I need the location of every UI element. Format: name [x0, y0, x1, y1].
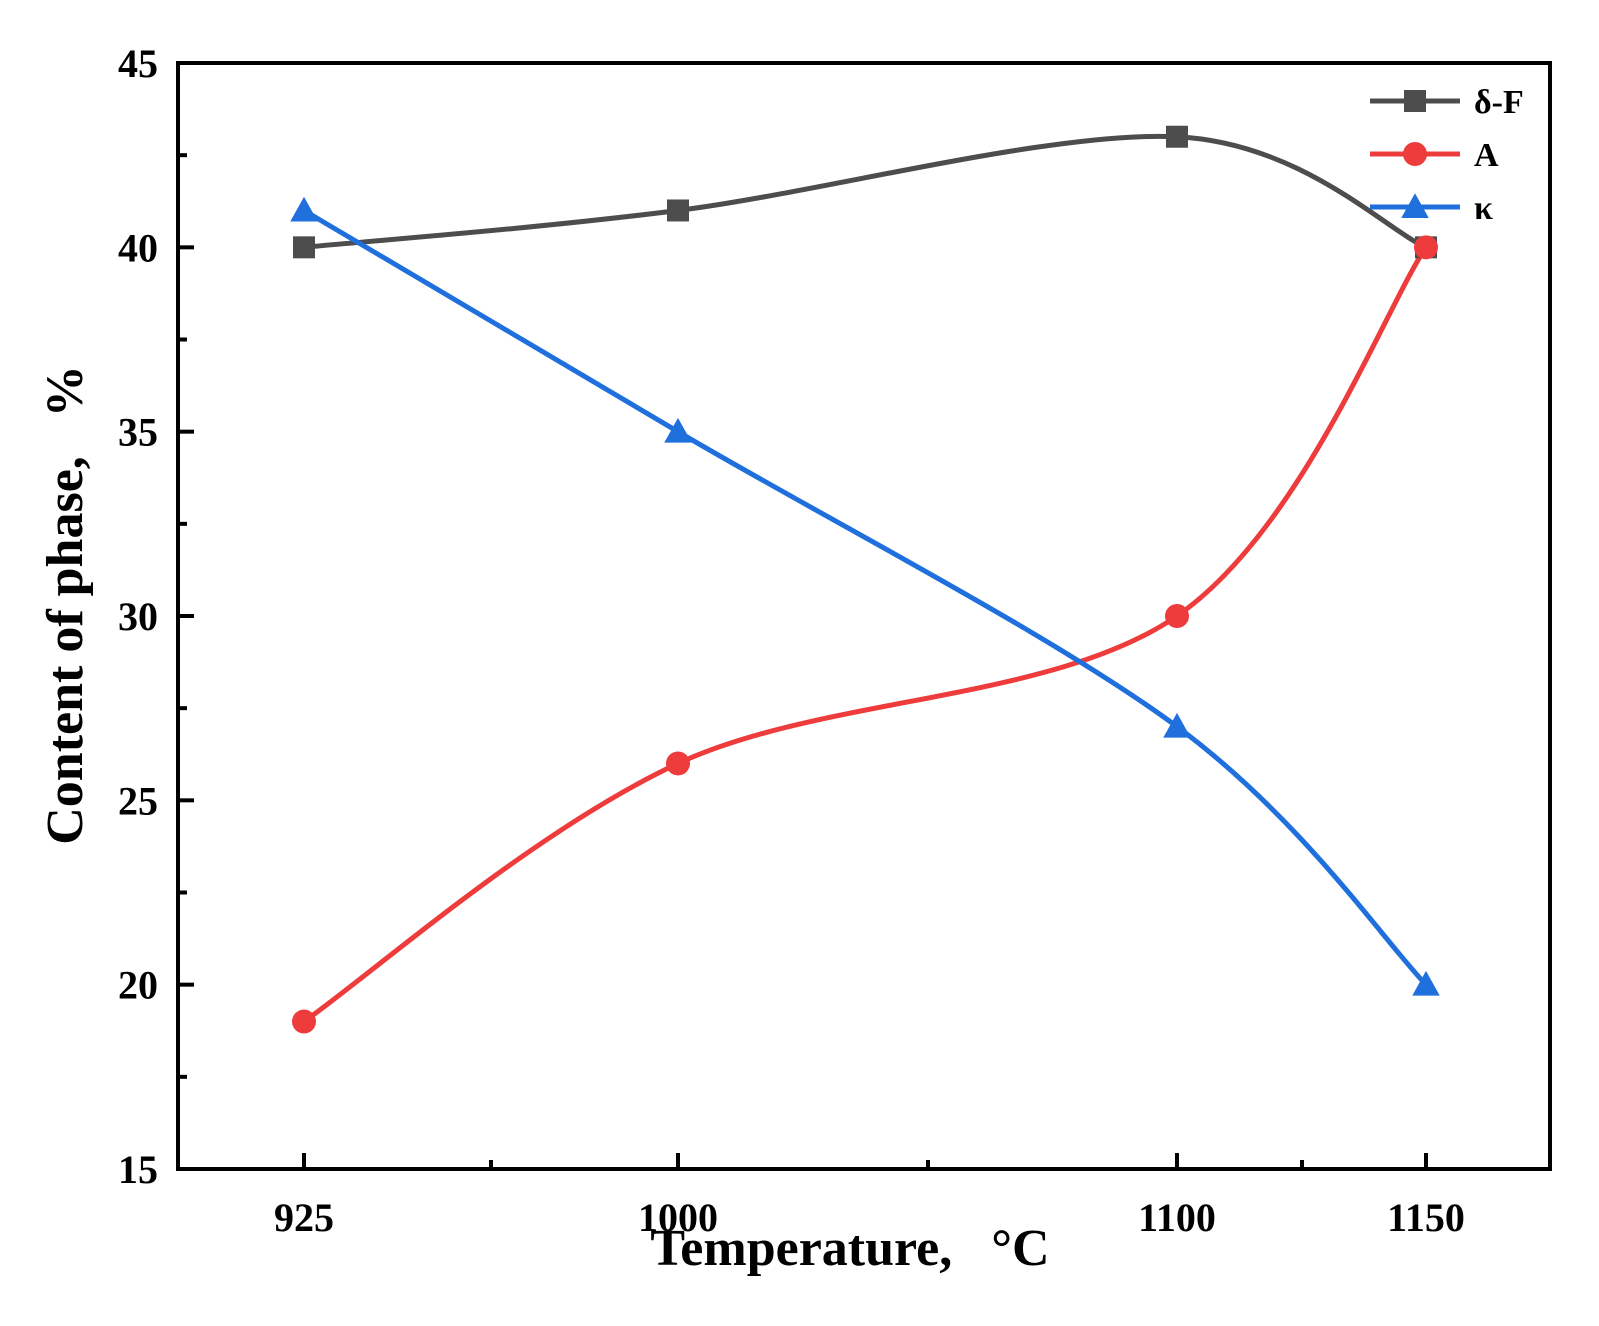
- legend-label: δ-F: [1474, 84, 1524, 121]
- series-line-circle: [302, 245, 1429, 1024]
- data-point-square: [667, 199, 689, 222]
- x-tick-label: 1000: [638, 1195, 718, 1240]
- legend-label: κ: [1474, 190, 1493, 227]
- data-point-triangle: [290, 196, 318, 222]
- data-point-circle: [666, 751, 690, 776]
- x-tick-label: 1100: [1138, 1195, 1216, 1240]
- series-line-triangle: [302, 208, 1428, 987]
- series-line-square: [303, 133, 1428, 250]
- data-point-circle: [1165, 604, 1189, 628]
- y-tick-label: 25: [118, 778, 158, 823]
- data-point-triangle: [664, 417, 692, 443]
- data-point-triangle: [1412, 970, 1440, 996]
- y-tick-label: 15: [118, 1147, 158, 1192]
- y-tick-label: 30: [118, 594, 158, 639]
- legend-label: A: [1474, 137, 1499, 174]
- plot-frame: [176, 61, 1552, 1171]
- y-tick-label: 45: [118, 41, 158, 86]
- x-tick-label: 1150: [1387, 1195, 1465, 1240]
- series-lines: [302, 133, 1429, 1024]
- data-point-circle: [292, 1009, 316, 1034]
- x-axis-ticks: 925 1000 1100 1150: [274, 1153, 1465, 1240]
- legend-marker-square: [1404, 90, 1426, 112]
- data-point-circle: [1414, 235, 1438, 260]
- y-tick-label: 35: [118, 410, 158, 455]
- data-point-triangle: [1163, 712, 1191, 738]
- legend-marker-triangle: [1401, 193, 1429, 218]
- y-tick-label: 40: [118, 225, 158, 270]
- data-point-square: [1166, 125, 1188, 148]
- legend: δ-F Aκ: [1370, 84, 1524, 227]
- legend-marker-circle: [1403, 142, 1427, 166]
- x-axis-title: Temperature, °C: [650, 1220, 1049, 1277]
- y-axis-ticks: 15 20 25 30 35 40 45: [118, 41, 194, 1192]
- series-markers: [290, 125, 1440, 1034]
- y-tick-label: 20: [118, 963, 158, 1008]
- x-tick-label: 925: [274, 1195, 334, 1240]
- data-point-square: [293, 236, 315, 259]
- y-axis-title: Content of phase, %: [37, 365, 94, 845]
